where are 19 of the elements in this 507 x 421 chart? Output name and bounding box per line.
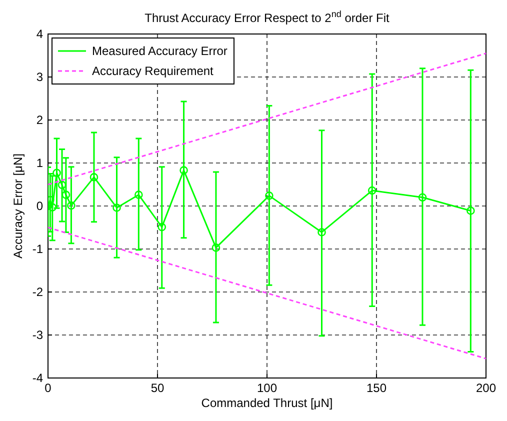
y-tick-label: 1 <box>36 156 44 170</box>
x-tick-label: 200 <box>476 381 496 395</box>
x-axis-title: Commanded Thrust [μN] <box>201 396 333 410</box>
y-axis-title: Accuracy Error [μN] <box>11 154 25 258</box>
y-tick-label: 3 <box>36 70 44 84</box>
x-tick-label: 50 <box>150 381 164 395</box>
x-tick-label: 150 <box>366 381 387 395</box>
legend-label: Measured Accuracy Error <box>92 44 228 58</box>
x-tick-label: 100 <box>256 381 278 395</box>
y-tick-label: -4 <box>32 371 44 385</box>
y-tick-label: -2 <box>32 285 44 299</box>
legend-label: Accuracy Requirement <box>92 64 214 78</box>
y-tick-label: 0 <box>36 199 44 213</box>
y-tick-label: 2 <box>36 113 44 127</box>
chart-title: Thrust Accuracy Error Respect to 2$^{nd}$ order Fit <box>144 9 390 25</box>
y-tick-label: -3 <box>32 328 44 342</box>
x-tick-label: 0 <box>44 381 52 395</box>
y-tick-label: -1 <box>32 242 44 256</box>
y-tick-label: 4 <box>36 27 44 41</box>
